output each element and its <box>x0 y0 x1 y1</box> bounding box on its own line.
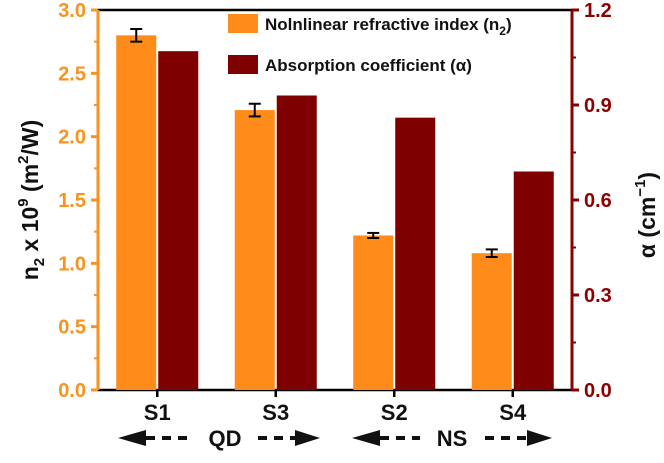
left-axis-title: n2 x 109 (m2/W) <box>15 120 48 281</box>
bar-alpha-s4 <box>513 171 554 390</box>
legend: Nolnlinear refractive index (n2) Absorpt… <box>228 14 512 75</box>
bar-n2-s3 <box>234 110 275 391</box>
y-left-tick-label: 2.0 <box>58 127 86 149</box>
bar-n2-s1 <box>116 35 157 390</box>
bar-alpha-s2 <box>395 117 436 391</box>
errorbar-n2-s1 <box>130 28 143 43</box>
y-right-tick-label: 0.3 <box>584 285 612 307</box>
group-ns-label: NS <box>437 426 468 451</box>
legend-label-alpha: Absorption coefficient (α) <box>265 56 472 75</box>
bar-n2-s4 <box>471 253 512 390</box>
right-axis-title: α (cm−1) <box>632 172 660 258</box>
bars-layer <box>116 35 554 391</box>
bar-n2-s2 <box>353 235 394 390</box>
errorbar-n2-s2 <box>367 231 380 239</box>
y-right-tick-label: 0.9 <box>584 95 612 117</box>
group-ns: NS <box>352 426 552 451</box>
y-left-tick-label: 1.5 <box>58 190 86 212</box>
y-right-tick-label: 0.6 <box>584 190 612 212</box>
legend-label-n2: Nolnlinear refractive index (n2) <box>265 15 512 38</box>
legend-swatch-alpha <box>228 55 258 74</box>
y-left-tick-label: 0.5 <box>58 317 86 339</box>
bar-alpha-s3 <box>276 95 317 390</box>
y-left-tick-label: 2.5 <box>58 63 86 85</box>
y-right-tick-label: 0.0 <box>584 380 612 402</box>
y-left-tick-label: 1.0 <box>58 253 86 275</box>
group-ns-arrow-left <box>352 430 380 446</box>
ticks-layer: S1 S3 S2 S4 0.0 0.5 1.0 1.5 2.0 2.5 3.0 0.0 0.3 0.6 0.… <box>58 0 612 425</box>
errorbars-layer <box>130 28 498 258</box>
group-qd: QD <box>118 426 320 451</box>
x-tick-label-s2: S2 <box>381 400 408 425</box>
group-qd-arrow-left <box>118 430 146 446</box>
x-tick-label-s3: S3 <box>262 400 289 425</box>
group-ns-arrow-right <box>527 430 552 446</box>
y-left-tick-label: 3.0 <box>58 0 86 22</box>
errorbar-n2-s3 <box>248 102 261 118</box>
x-tick-label-s4: S4 <box>499 400 527 425</box>
group-qd-label: QD <box>209 426 242 451</box>
y-right-tick-label: 1.2 <box>584 0 612 22</box>
legend-swatch-n2 <box>228 14 258 33</box>
errorbar-n2-s4 <box>485 248 498 258</box>
group-qd-arrow-right <box>295 430 320 446</box>
x-tick-label-s1: S1 <box>144 400 171 425</box>
y-left-tick-label: 0.0 <box>58 380 86 402</box>
bar-alpha-s1 <box>158 51 199 391</box>
